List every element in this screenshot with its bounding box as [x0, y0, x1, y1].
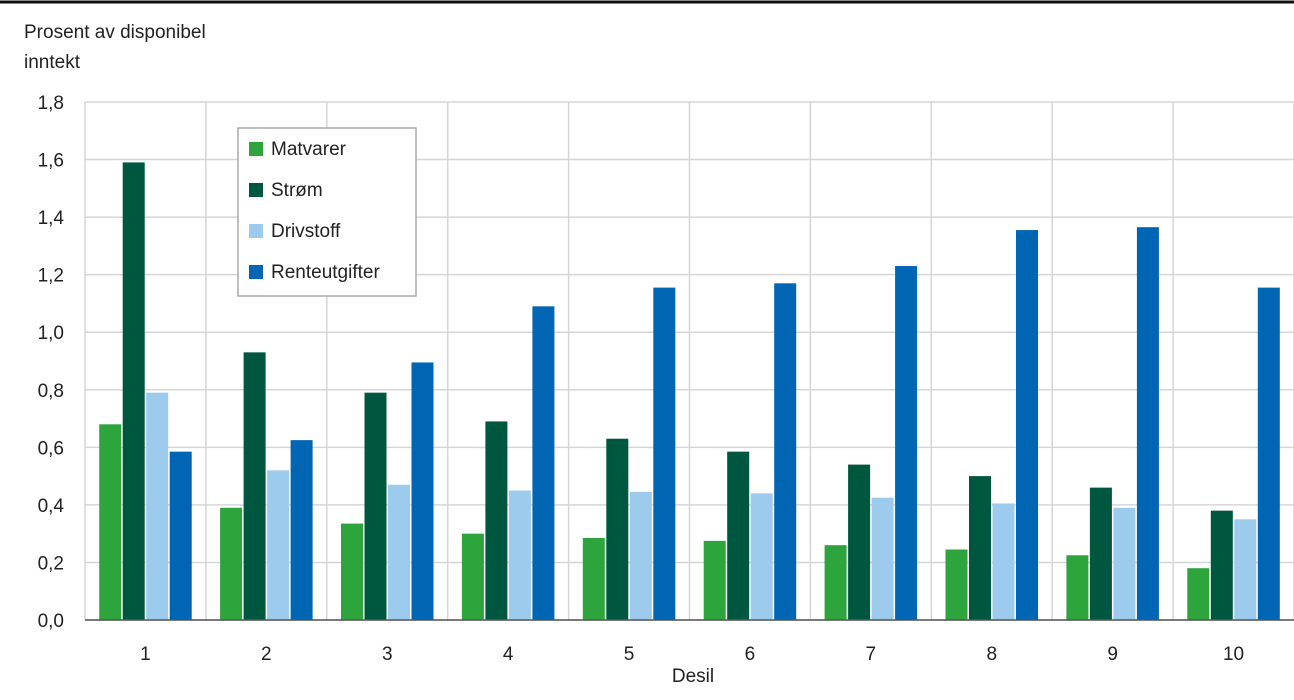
bar [703, 540, 726, 620]
x-tick-label: 8 [986, 644, 997, 665]
bar [485, 421, 508, 620]
bar [1187, 568, 1210, 620]
x-tick-label: 1 [140, 644, 151, 665]
bar [774, 283, 797, 620]
legend: Matvarer Strøm Drivstoff Renteutgifter [237, 127, 417, 297]
legend-swatch [249, 142, 263, 156]
bar [1089, 487, 1112, 620]
y-axis-title-line-1: Prosent av disponibel [24, 22, 206, 43]
y-tick-label: 0,8 [38, 381, 64, 402]
legend-label: Strøm [271, 180, 323, 201]
y-tick-label: 1,8 [38, 93, 64, 114]
bar [290, 440, 313, 620]
bar [1210, 510, 1233, 620]
bar [871, 497, 894, 620]
bar [267, 470, 290, 620]
y-tick-label: 1,2 [38, 266, 64, 287]
y-tick-label: 0,4 [38, 496, 65, 517]
bar [629, 491, 652, 620]
bar [1113, 507, 1136, 620]
bar [848, 464, 871, 620]
x-tick-label: 4 [503, 644, 514, 665]
bar [341, 523, 363, 620]
legend-box [237, 127, 417, 297]
bar [727, 451, 750, 620]
bars [99, 162, 1280, 621]
bar [992, 503, 1015, 620]
bar [582, 537, 605, 620]
bar [750, 493, 773, 620]
x-tick-label: 7 [866, 644, 877, 665]
y-tick-label: 1,0 [38, 323, 64, 344]
bar [364, 392, 387, 620]
bar [388, 484, 410, 620]
y-tick-label: 0,2 [38, 553, 64, 574]
bar [606, 438, 629, 620]
bar [243, 352, 266, 620]
bar [824, 545, 847, 620]
bar [508, 490, 531, 620]
x-axis-title: Desil [672, 666, 714, 687]
bar [969, 476, 991, 620]
legend-label: Renteutgifter [271, 262, 380, 283]
y-tick-label: 1,6 [38, 151, 64, 172]
y-tick-label: 1,4 [38, 208, 65, 229]
bar [1234, 519, 1257, 620]
x-tick-label: 9 [1107, 644, 1118, 665]
y-tick-label: 0,0 [38, 611, 64, 632]
legend-swatch [249, 224, 263, 238]
bar [169, 451, 192, 620]
y-axis-title-line-2: inntekt [24, 52, 81, 73]
bar [1016, 230, 1038, 621]
bar [220, 507, 243, 620]
x-tick-label: 10 [1223, 644, 1244, 665]
axes: 0,0 0,2 0,4 0,6 0,8 1,0 1,2 1,4 1,6 1,8 1 2 3 4 5 6 7 8 9 1… [38, 93, 1294, 665]
bar [461, 533, 484, 620]
legend-label: Matvarer [271, 139, 347, 160]
bar [122, 162, 145, 620]
bar [1066, 555, 1089, 620]
bar [895, 266, 918, 620]
bar [1136, 227, 1159, 620]
legend-label: Drivstoff [271, 221, 341, 242]
legend-swatch [249, 265, 263, 279]
bar [653, 287, 676, 620]
y-tick-label: 0,6 [38, 438, 64, 459]
legend-swatch [249, 183, 263, 197]
x-tick-label: 6 [745, 644, 756, 665]
bar [99, 424, 122, 620]
bar [411, 362, 434, 620]
x-tick-label: 5 [624, 644, 635, 665]
bar [945, 549, 968, 620]
bar [146, 392, 169, 620]
bar [532, 306, 555, 620]
x-tick-label: 2 [261, 644, 272, 665]
grid [84, 101, 1294, 621]
bar [1257, 287, 1280, 620]
x-tick-label: 3 [382, 644, 393, 665]
